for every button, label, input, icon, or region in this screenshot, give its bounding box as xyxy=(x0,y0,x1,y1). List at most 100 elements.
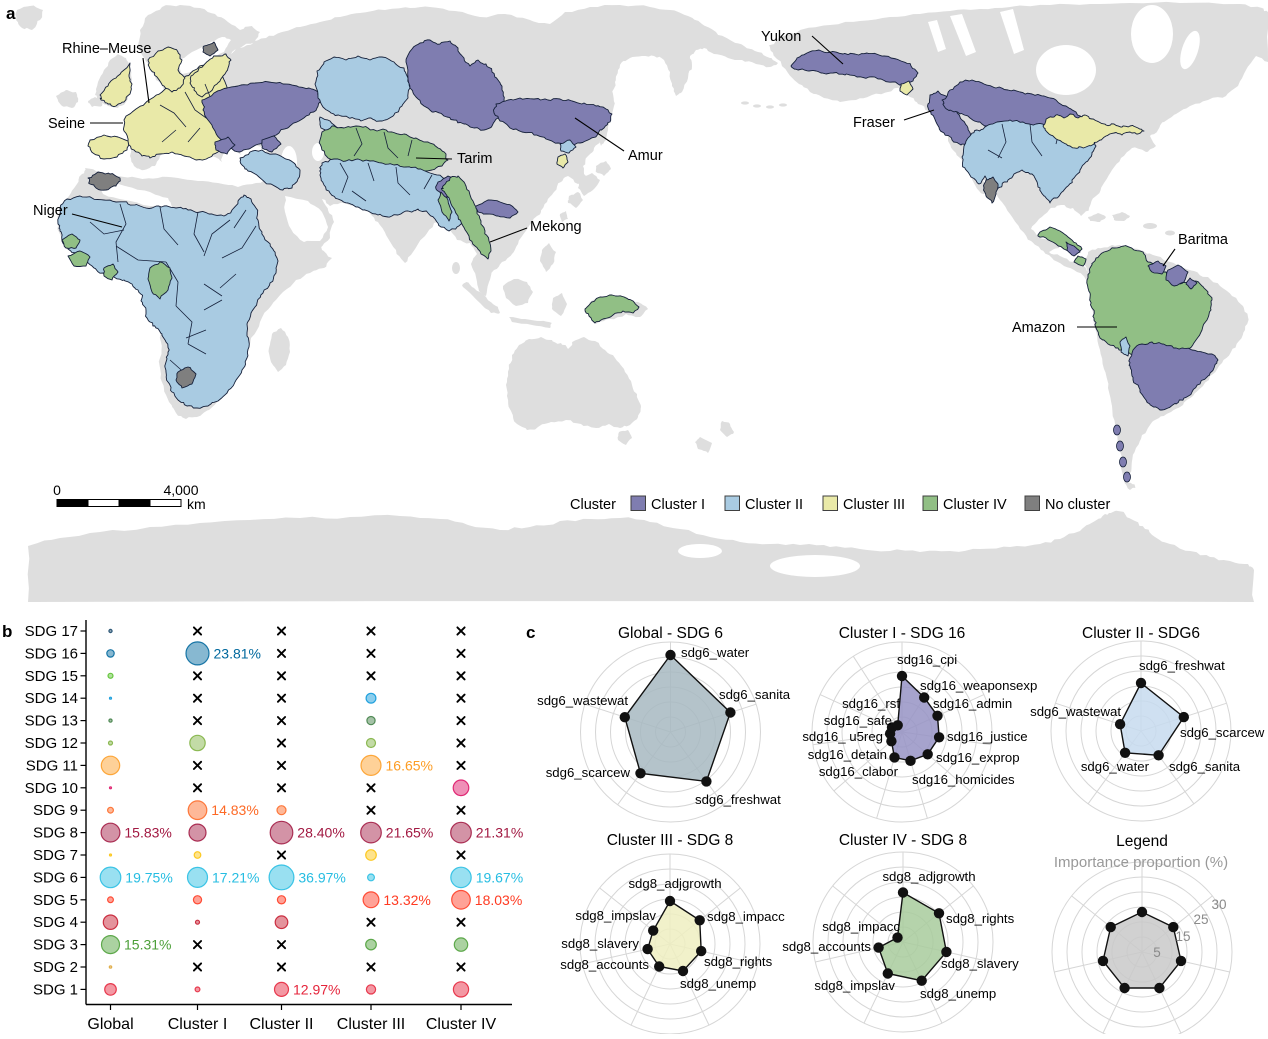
svg-text:30: 30 xyxy=(1211,897,1226,912)
svg-text:sdg16_safe: sdg16_safe xyxy=(824,713,892,728)
svg-text:sdg8_accounts: sdg8_accounts xyxy=(560,957,649,972)
svg-text:sdg16_cpi: sdg16_cpi xyxy=(897,652,957,667)
svg-text:15.31%: 15.31% xyxy=(124,937,171,953)
svg-text:36.97%: 36.97% xyxy=(298,869,345,885)
svg-text:sdg6_scarcew: sdg6_scarcew xyxy=(546,765,631,780)
svg-text:sdg6_freshwat: sdg6_freshwat xyxy=(1139,658,1225,673)
svg-text:sdg16_homicides: sdg16_homicides xyxy=(912,772,1015,787)
svg-text:No cluster: No cluster xyxy=(1045,497,1110,513)
svg-text:SDG 16: SDG 16 xyxy=(25,645,78,662)
svg-text:sdg6_scarcew: sdg6_scarcew xyxy=(1180,725,1265,740)
svg-text:sdg16_clabor: sdg16_clabor xyxy=(819,764,899,779)
svg-text:Cluster I: Cluster I xyxy=(168,1016,228,1033)
svg-text:4,000: 4,000 xyxy=(163,482,198,498)
svg-text:sdg8_impacc: sdg8_impacc xyxy=(707,909,785,924)
svg-text:Importance proportion (%): Importance proportion (%) xyxy=(1054,854,1228,871)
svg-text:Cluster IV: Cluster IV xyxy=(426,1016,497,1033)
svg-text:SDG 7: SDG 7 xyxy=(33,847,78,864)
svg-text:sdg8_unemp: sdg8_unemp xyxy=(680,976,756,991)
svg-text:15: 15 xyxy=(1175,929,1190,944)
svg-text:18.03%: 18.03% xyxy=(475,892,522,908)
svg-text:Cluster II: Cluster II xyxy=(745,497,803,513)
svg-text:sdg8_impacc: sdg8_impacc xyxy=(822,919,900,934)
svg-text:sdg8_impslav: sdg8_impslav xyxy=(814,978,895,993)
svg-text:sdg16_rsf: sdg16_rsf xyxy=(842,696,900,711)
svg-text:5: 5 xyxy=(1153,945,1161,960)
svg-text:Cluster IV: Cluster IV xyxy=(943,497,1007,513)
svg-text:sdg6_water: sdg6_water xyxy=(681,645,750,660)
svg-text:12.97%: 12.97% xyxy=(293,981,340,997)
svg-text:Cluster: Cluster xyxy=(570,497,616,513)
svg-text:Cluster I: Cluster I xyxy=(651,497,705,513)
svg-text:sdg6_wastewat: sdg6_wastewat xyxy=(537,693,628,708)
svg-text:25: 25 xyxy=(1193,912,1208,927)
svg-text:SDG 15: SDG 15 xyxy=(25,668,78,685)
svg-text:Cluster III - SDG 8: Cluster III - SDG 8 xyxy=(607,832,734,849)
svg-text:SDG 3: SDG 3 xyxy=(33,937,78,954)
svg-text:SDG 5: SDG 5 xyxy=(33,892,78,909)
svg-text:Amazon: Amazon xyxy=(1012,320,1065,336)
svg-text:Rhine–Meuse: Rhine–Meuse xyxy=(62,41,151,57)
svg-text:sdg6_sanita: sdg6_sanita xyxy=(1169,759,1241,774)
svg-text:Fraser: Fraser xyxy=(853,115,895,131)
svg-text:14.83%: 14.83% xyxy=(211,802,258,818)
svg-text:21.31%: 21.31% xyxy=(476,825,523,841)
svg-text:28.40%: 28.40% xyxy=(297,825,344,841)
svg-text:SDG 9: SDG 9 xyxy=(33,802,78,819)
svg-text:SDG 10: SDG 10 xyxy=(25,780,78,797)
svg-text:Cluster I - SDG 16: Cluster I - SDG 16 xyxy=(839,625,966,642)
svg-text:SDG 2: SDG 2 xyxy=(33,959,78,976)
svg-text:SDG 14: SDG 14 xyxy=(25,690,78,707)
svg-text:Global: Global xyxy=(87,1016,133,1033)
svg-text:Global - SDG 6: Global - SDG 6 xyxy=(618,625,723,642)
svg-text:16.65%: 16.65% xyxy=(386,757,433,773)
svg-text:Yukon: Yukon xyxy=(761,29,801,45)
svg-text:Seine: Seine xyxy=(48,116,85,132)
svg-text:21.65%: 21.65% xyxy=(386,825,433,841)
svg-text:sdg8_impslav: sdg8_impslav xyxy=(575,908,656,923)
svg-text:sdg6_water: sdg6_water xyxy=(1081,759,1150,774)
svg-text:SDG 1: SDG 1 xyxy=(33,981,78,998)
svg-text:sdg6_freshwat: sdg6_freshwat xyxy=(695,792,781,807)
svg-text:sdg16_detain: sdg16_detain xyxy=(808,747,887,762)
svg-text:SDG 13: SDG 13 xyxy=(25,713,78,730)
svg-text:SDG 6: SDG 6 xyxy=(33,869,78,886)
svg-text:sdg8_accounts: sdg8_accounts xyxy=(782,939,871,954)
svg-text:SDG 8: SDG 8 xyxy=(33,825,78,842)
svg-text:SDG 11: SDG 11 xyxy=(26,757,78,774)
svg-text:Cluster III: Cluster III xyxy=(337,1016,405,1033)
svg-text:Mekong: Mekong xyxy=(530,219,582,235)
svg-text:SDG 4: SDG 4 xyxy=(33,914,78,931)
svg-text:a: a xyxy=(6,4,16,23)
svg-text:c: c xyxy=(526,623,535,642)
svg-text:sdg8_rights: sdg8_rights xyxy=(704,954,773,969)
svg-text:Cluster II: Cluster II xyxy=(249,1016,313,1033)
svg-text:SDG 17: SDG 17 xyxy=(25,623,78,640)
svg-text:19.67%: 19.67% xyxy=(476,869,523,885)
svg-text:sdg16_justice: sdg16_justice xyxy=(947,729,1028,744)
svg-text:b: b xyxy=(2,622,12,641)
svg-text:sdg6_sanita: sdg6_sanita xyxy=(719,687,791,702)
svg-text:sdg16_ u5reg: sdg16_ u5reg xyxy=(802,729,883,744)
svg-text:Legend: Legend xyxy=(1116,833,1168,850)
svg-text:sdg8_unemp: sdg8_unemp xyxy=(920,986,996,1001)
svg-text:sdg16_admin: sdg16_admin xyxy=(933,696,1012,711)
svg-text:sdg16_exprop: sdg16_exprop xyxy=(936,750,1020,765)
svg-text:sdg8_adjgrowth: sdg8_adjgrowth xyxy=(628,876,721,891)
svg-text:15.83%: 15.83% xyxy=(124,825,171,841)
svg-text:19.75%: 19.75% xyxy=(125,869,172,885)
svg-text:km: km xyxy=(187,496,206,512)
svg-text:Amur: Amur xyxy=(628,148,663,164)
svg-text:sdg6_wastewat: sdg6_wastewat xyxy=(1030,704,1121,719)
svg-text:sdg8_slavery: sdg8_slavery xyxy=(561,936,639,951)
svg-text:17.21%: 17.21% xyxy=(212,869,259,885)
svg-text:sdg8_rights: sdg8_rights xyxy=(946,911,1015,926)
svg-text:Cluster III: Cluster III xyxy=(843,497,905,513)
svg-text:23.81%: 23.81% xyxy=(214,645,261,661)
svg-text:Cluster IV - SDG 8: Cluster IV - SDG 8 xyxy=(839,832,967,849)
svg-text:sdg8_slavery: sdg8_slavery xyxy=(941,956,1019,971)
svg-text:Baritma: Baritma xyxy=(1178,232,1229,248)
svg-text:sdg8_adjgrowth: sdg8_adjgrowth xyxy=(882,869,975,884)
svg-text:Cluster II - SDG6: Cluster II - SDG6 xyxy=(1082,625,1200,642)
svg-text:13.32%: 13.32% xyxy=(383,892,430,908)
